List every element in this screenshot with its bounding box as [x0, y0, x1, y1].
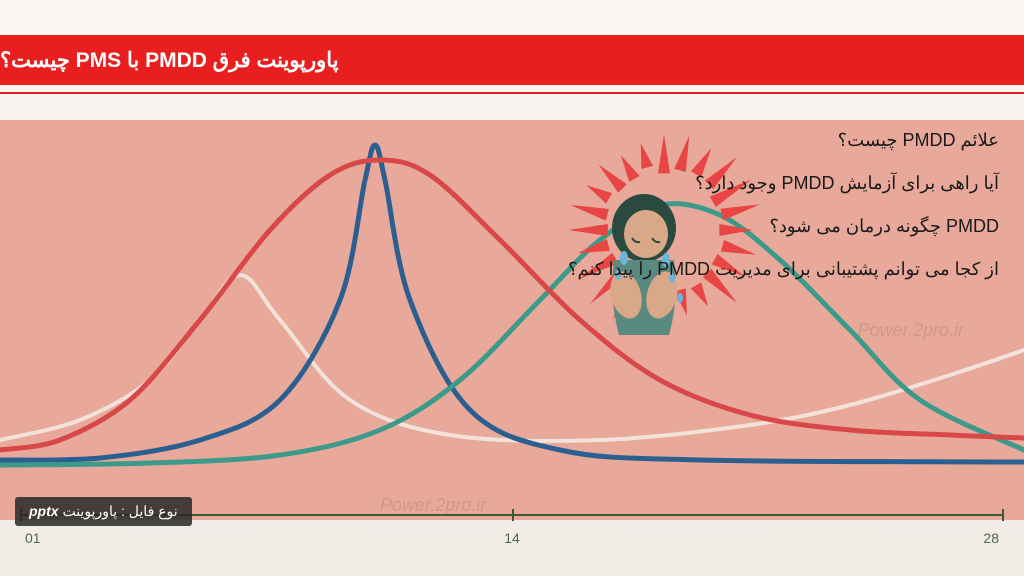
watermark-text: Power.2pro.ir: [858, 320, 964, 341]
tick-label-end: 28: [983, 530, 999, 546]
question-item: آیا راهی برای آزمایش PMDD وجود دارد؟: [568, 173, 999, 194]
page-title: پاورپوینت فرق PMDD با PMS چیست؟: [0, 48, 339, 73]
file-type-value: پاورپوینت: [62, 503, 117, 519]
question-item: PMDD چگونه درمان می شود؟: [568, 216, 999, 237]
question-item: علائم PMDD چیست؟: [568, 130, 999, 151]
tick-label-mid: 14: [504, 530, 520, 546]
title-underline: [0, 92, 1024, 94]
question-item: از کجا می توانم پشتیبانی برای مدیریت PMD…: [568, 259, 999, 280]
watermark-text: Power.2pro.ir: [380, 495, 486, 516]
file-type-badge: نوع فایل : پاورپوینت pptx: [15, 497, 192, 526]
file-type-label: نوع فایل :: [121, 503, 178, 519]
file-ext: pptx: [29, 503, 59, 519]
questions-list: علائم PMDD چیست؟ آیا راهی برای آزمایش PM…: [568, 130, 999, 302]
title-bar: پاورپوینت فرق PMDD با PMS چیست؟: [0, 35, 1024, 85]
tick-label-start: 01: [25, 530, 41, 546]
